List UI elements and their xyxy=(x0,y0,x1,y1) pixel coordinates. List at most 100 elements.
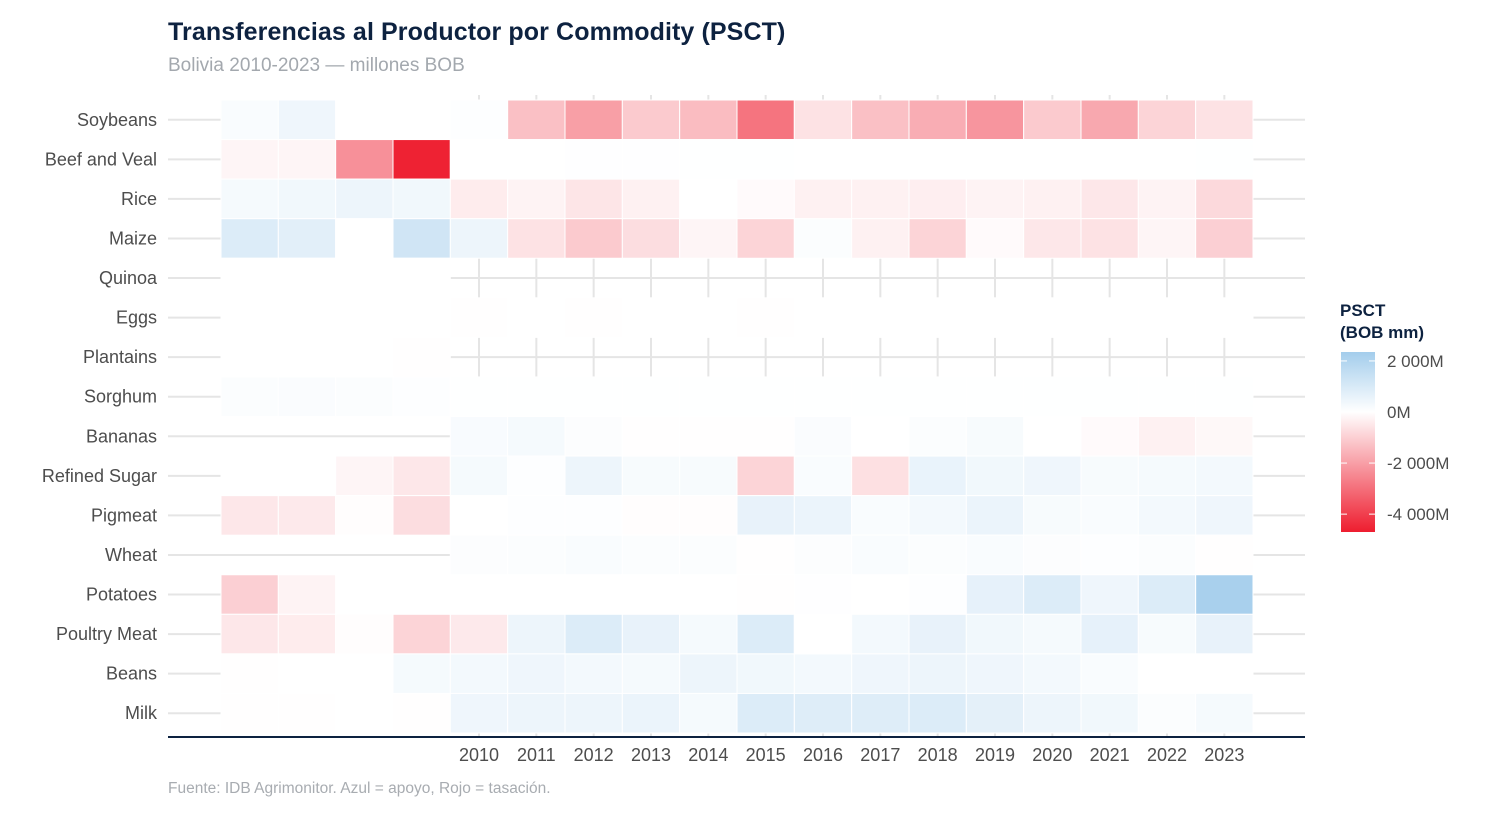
heatmap-cell xyxy=(220,495,279,536)
heatmap-cell xyxy=(449,692,509,734)
heatmap-cell xyxy=(1080,692,1139,734)
heatmap-cell xyxy=(679,416,738,457)
heatmap-cell xyxy=(392,653,451,694)
heatmap-cell xyxy=(335,613,394,655)
heatmap-cell xyxy=(1195,534,1254,576)
heatmap-cell xyxy=(1195,99,1254,141)
heatmap-cell xyxy=(965,574,1025,615)
heatmap-cell xyxy=(908,297,967,338)
x-tick-label: 2016 xyxy=(803,745,843,765)
heatmap-cell xyxy=(736,692,795,734)
heatmap-cell xyxy=(1080,99,1139,141)
heatmap-cell xyxy=(793,416,853,457)
heatmap-cell xyxy=(335,218,394,259)
heatmap-cell xyxy=(1080,218,1139,259)
heatmap-cell xyxy=(277,297,337,338)
heatmap-cell xyxy=(1023,218,1082,259)
heatmap-cell xyxy=(736,99,795,141)
heatmap-cell xyxy=(965,297,1025,338)
heatmap-cell xyxy=(679,455,738,497)
heatmap-cell xyxy=(1080,178,1139,220)
heatmap-cell xyxy=(449,376,509,417)
x-tick-label: 2017 xyxy=(860,745,900,765)
heatmap-cell xyxy=(564,613,623,655)
heatmap-cell xyxy=(851,376,910,417)
heatmap-cell xyxy=(1137,653,1197,694)
y-tick-label: Soybeans xyxy=(77,110,157,130)
heatmap-cell xyxy=(1137,297,1197,338)
heatmap-cell xyxy=(621,455,681,497)
heatmap-cell xyxy=(449,613,509,655)
legend-tick-label: -4 000M xyxy=(1387,505,1449,524)
heatmap-cell xyxy=(220,297,279,338)
heatmap-cell xyxy=(1137,218,1197,259)
heatmap-cell xyxy=(793,376,853,417)
heatmap-cell xyxy=(1137,574,1197,615)
heatmap-cell xyxy=(392,218,451,259)
heatmap-cell xyxy=(851,455,910,497)
heatmap-cell xyxy=(277,257,337,299)
heatmap-cell xyxy=(449,416,509,457)
heatmap-cell xyxy=(1080,653,1139,694)
heatmap-cell xyxy=(507,178,566,220)
heatmap-cell xyxy=(851,495,910,536)
heatmap-cell xyxy=(277,178,337,220)
heatmap-cell xyxy=(392,297,451,338)
heatmap-cell xyxy=(277,455,337,497)
heatmap-cell xyxy=(335,297,394,338)
heatmap-cell xyxy=(1023,99,1082,141)
heatmap-cell xyxy=(793,99,853,141)
heatmap-cell xyxy=(507,99,566,141)
heatmap-cell xyxy=(392,574,451,615)
heatmap-cell xyxy=(1023,297,1082,338)
heatmap-cell xyxy=(1080,574,1139,615)
heatmap-cell xyxy=(908,218,967,259)
heatmap-cell xyxy=(908,178,967,220)
heatmap-cell xyxy=(736,178,795,220)
heatmap-cell xyxy=(1023,692,1082,734)
heatmap-cell xyxy=(736,534,795,576)
heatmap-cell xyxy=(277,218,337,259)
heatmap-cell xyxy=(1195,455,1254,497)
heatmap-cell xyxy=(1195,376,1254,417)
heatmap-cell xyxy=(392,613,451,655)
heatmap-cell xyxy=(1080,495,1139,536)
heatmap-cell xyxy=(965,692,1025,734)
heatmap-cell xyxy=(1195,139,1254,180)
heatmap-cell xyxy=(793,534,853,576)
heatmap-cell xyxy=(1195,692,1254,734)
heatmap-cell xyxy=(564,653,623,694)
heatmap-cell xyxy=(908,416,967,457)
heatmap-cell xyxy=(1137,178,1197,220)
heatmap-cell xyxy=(736,139,795,180)
y-tick-label: Quinoa xyxy=(99,268,158,288)
x-tick-label: 2023 xyxy=(1204,745,1244,765)
heatmap-cell xyxy=(220,376,279,417)
heatmap-cell xyxy=(908,574,967,615)
heatmap-cell xyxy=(793,178,853,220)
heatmap-cell xyxy=(1137,139,1197,180)
heatmap-cell xyxy=(908,692,967,734)
heatmap-cell xyxy=(1195,613,1254,655)
heatmap-cell xyxy=(621,376,681,417)
heatmap-cell xyxy=(220,178,279,220)
heatmap-cell xyxy=(1080,455,1139,497)
x-tick-label: 2015 xyxy=(746,745,786,765)
y-tick-label: Bananas xyxy=(86,426,157,446)
heatmap-cell xyxy=(277,574,337,615)
heatmap-cell xyxy=(1080,297,1139,338)
heatmap-cell xyxy=(908,376,967,417)
heatmap-cell xyxy=(220,218,279,259)
legend-title-line1: PSCT xyxy=(1340,301,1386,320)
heatmap-cell xyxy=(392,99,451,141)
heatmap-cell xyxy=(1080,139,1139,180)
chart-subtitle: Bolivia 2010-2023 — millones BOB xyxy=(168,55,465,76)
x-tick-label: 2011 xyxy=(517,745,556,765)
heatmap-cell xyxy=(621,495,681,536)
heatmap-cell xyxy=(507,376,566,417)
heatmap-cell xyxy=(1195,653,1254,694)
y-tick-label: Beef and Veal xyxy=(45,149,157,169)
heatmap-cell xyxy=(736,653,795,694)
heatmap-cell xyxy=(851,139,910,180)
heatmap-cell xyxy=(965,613,1025,655)
